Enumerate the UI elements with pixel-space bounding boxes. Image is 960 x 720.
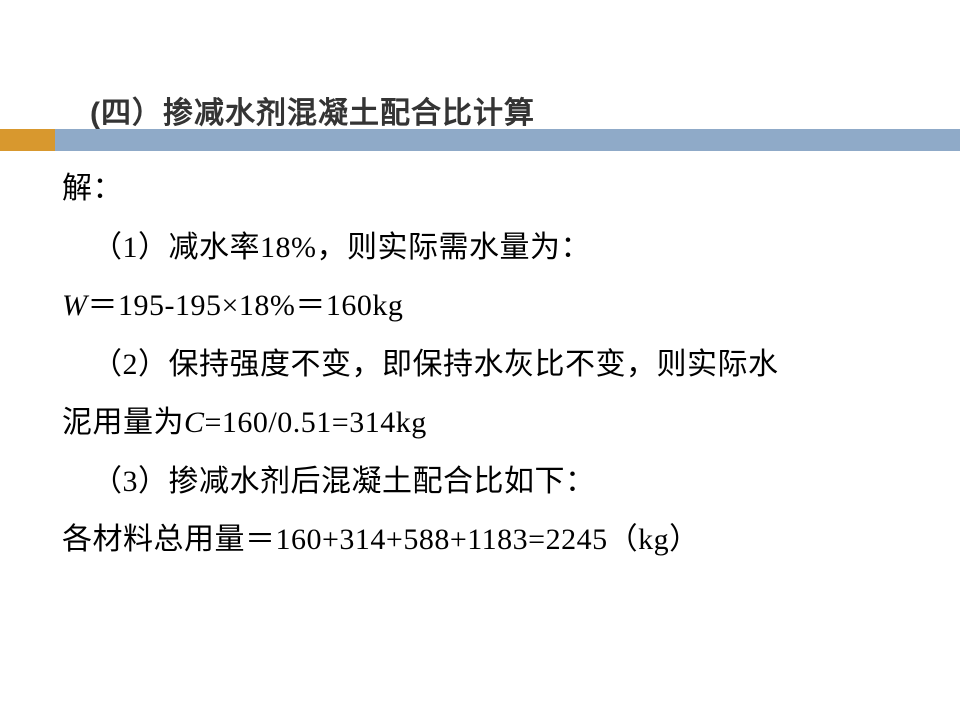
text: 解： bbox=[62, 172, 123, 205]
title-bar-accent bbox=[0, 129, 55, 151]
text: ，则实际需水量为： bbox=[317, 231, 592, 264]
text: 160+314+588+1183=2245 bbox=[276, 523, 608, 556]
line-0: 解： bbox=[62, 160, 902, 219]
text: （ bbox=[92, 465, 123, 498]
text: kg bbox=[638, 523, 669, 556]
text: 1 bbox=[123, 231, 139, 264]
body-text: 解： （1）减水率18%，则实际需水量为： W＝195-195×18%＝160k… bbox=[62, 160, 902, 570]
text: 160kg bbox=[326, 289, 404, 322]
text: ） bbox=[669, 523, 700, 556]
line-4: 泥用量为C=160/0.51=314kg bbox=[62, 394, 902, 453]
text: 3 bbox=[123, 465, 139, 498]
text: ）掺减水剂后混凝土配合比如下： bbox=[138, 465, 596, 498]
text: 195-195×18% bbox=[118, 289, 295, 322]
line-5: （3）掺减水剂后混凝土配合比如下： bbox=[62, 453, 902, 512]
line-6: 各材料总用量＝160+314+588+1183=2245（kg） bbox=[62, 511, 902, 570]
line-3: （2）保持强度不变，即保持水灰比不变，则实际水 bbox=[62, 336, 902, 395]
line-1: （1）减水率18%，则实际需水量为： bbox=[62, 219, 902, 278]
text: ＝ bbox=[295, 289, 326, 322]
text: ）保持强度不变，即保持水灰比不变，则实际水 bbox=[138, 348, 779, 381]
text: ＝ bbox=[88, 289, 119, 322]
text: 泥用量为 bbox=[62, 406, 184, 439]
text: 18% bbox=[260, 231, 317, 264]
line-2: W＝195-195×18%＝160kg bbox=[62, 277, 902, 336]
text: 2 bbox=[123, 348, 139, 381]
text: ）减水率 bbox=[138, 231, 260, 264]
text: （ bbox=[608, 523, 639, 556]
slide: { "title": "(四）掺减水剂混凝土配合比计算", "colors": … bbox=[0, 0, 960, 720]
title-bar bbox=[0, 129, 960, 151]
var-w: W bbox=[62, 289, 88, 322]
text: =160/0.51=314kg bbox=[205, 406, 427, 439]
text: （ bbox=[92, 231, 123, 264]
text: （ bbox=[92, 348, 123, 381]
var-c: C bbox=[184, 406, 205, 439]
slide-title: (四）掺减水剂混凝土配合比计算 bbox=[90, 88, 535, 132]
text: 各材料总用量＝ bbox=[62, 523, 276, 556]
title-row: (四）掺减水剂混凝土配合比计算 bbox=[0, 88, 960, 130]
